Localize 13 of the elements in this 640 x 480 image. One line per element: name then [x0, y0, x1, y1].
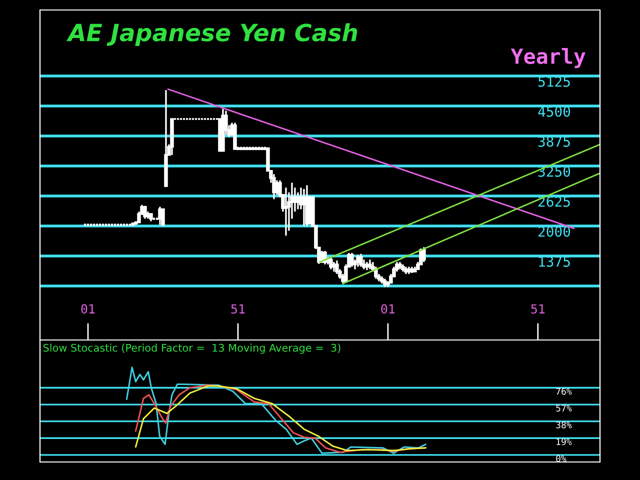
- x-tick-label: 51: [531, 304, 545, 314]
- y-tick-label: 57%: [556, 404, 572, 412]
- x-tick-label: 51: [231, 304, 245, 314]
- y-tick-label: 2000: [538, 226, 570, 237]
- y-tick-label: 0%: [556, 455, 566, 462]
- y-tick-label: 76%: [556, 388, 572, 395]
- x-tick-label: 01: [381, 304, 395, 314]
- text: Yearly: [510, 48, 586, 68]
- x-tick-label: 01: [81, 304, 95, 314]
- text: AE Japanese Yen Cash: [66, 23, 358, 46]
- y-tick-label: 19%: [556, 438, 572, 446]
- chart-title: Slow Stocastic (Period Factor = 13 Moving Average = 3): [43, 344, 340, 354]
- y-tick-label: 38%: [556, 422, 572, 428]
